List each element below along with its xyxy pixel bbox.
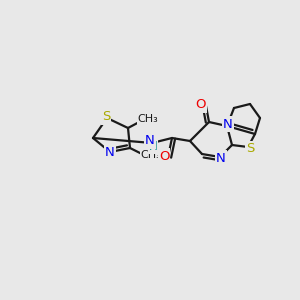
Text: CH₃: CH₃	[138, 114, 158, 124]
Text: O: O	[159, 149, 169, 163]
Text: S: S	[102, 110, 110, 124]
Text: N: N	[105, 146, 115, 160]
Text: CH₃: CH₃	[141, 150, 161, 160]
Text: N: N	[223, 118, 233, 130]
Text: N: N	[145, 134, 155, 148]
Text: S: S	[246, 142, 254, 155]
Text: H: H	[148, 140, 158, 152]
Text: N: N	[216, 152, 226, 164]
Text: O: O	[196, 98, 206, 112]
